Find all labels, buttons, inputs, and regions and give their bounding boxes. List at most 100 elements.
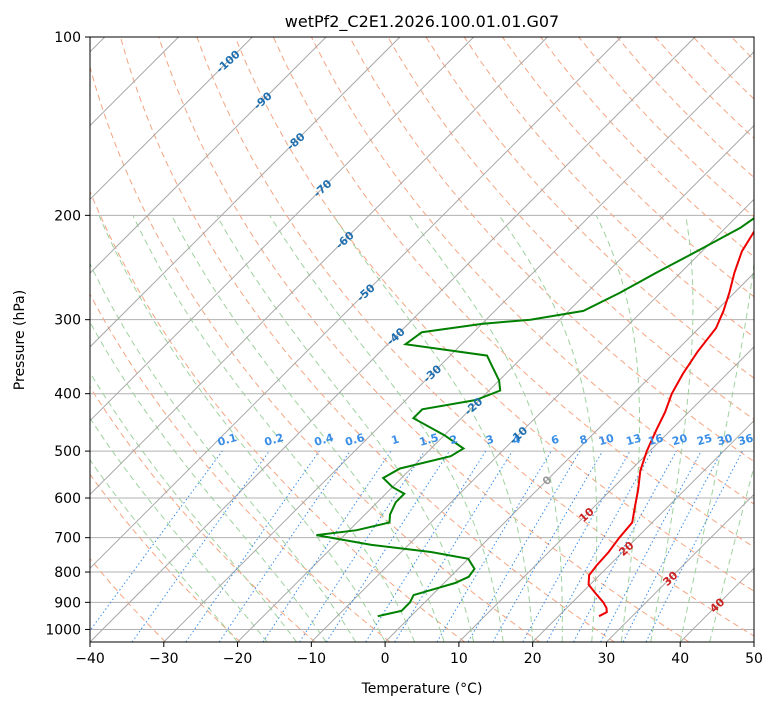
dry-adiabat [272,37,754,548]
mixing-ratio-label: 2 [448,433,459,448]
mixing-ratio-label: 13 [624,432,642,449]
mixing-ratio-label: 1 [390,433,401,448]
x-tick-label: −40 [75,651,105,667]
mixing-ratio-label: 16 [646,431,665,448]
moist-adiabat [408,215,563,642]
mixing-ratio-line [90,450,223,632]
mixing-ratio-label: 20 [671,431,690,448]
x-axis-title: Temperature (°C) [361,681,483,697]
moist-adiabat [332,215,534,642]
moist-adiabat [98,215,386,642]
mixing-ratio-label: 30 [716,431,735,448]
plot-frame [89,36,755,643]
isotherm-line [163,51,754,642]
dry-adiabat [387,37,754,421]
moist-adiabat [216,215,475,642]
moist-adiabat [171,215,445,642]
dry-adiabat [770,37,775,642]
mixing-ratio-line [645,450,743,642]
x-tick-label: −30 [149,651,179,667]
mixing-ratio-line [573,450,677,642]
y-tick-label: 400 [54,387,81,403]
y-tick-label: 300 [54,313,81,329]
isotherm-line [310,198,754,642]
isotherm-line [384,272,754,642]
plot-lines [90,37,775,642]
moist-adiabat [269,215,504,642]
isotherm-line [90,37,253,201]
x-tick-label: 0 [381,651,390,667]
mixing-ratio-line [218,450,351,642]
isotherm-line [458,346,754,642]
isotherm-line [90,37,401,348]
mixing-ratio-label: 0.2 [263,431,285,449]
isotherm-line [753,641,754,642]
y-tick-label: 100 [54,30,81,46]
isotherm-line [606,493,754,642]
moist-adiabat [679,259,754,642]
moist-adiabat [595,215,640,642]
axis-ticks: −40 −30 −20 −10 0 10 20 30 40 5010020030040050060… [45,30,763,667]
mixing-ratio-label: 6 [550,433,561,448]
mixing-ratio-line [299,450,426,642]
y-tick-label: 600 [54,491,81,507]
isotherm-line [90,37,475,422]
y-tick-label: 900 [54,595,81,611]
y-tick-label: 500 [54,444,81,460]
mixing-ratio-line [394,450,513,642]
moist-adiabat [90,371,297,642]
mixing-ratio-label: 10 [597,431,616,448]
isotherm-line [237,124,754,642]
isotherm-line [90,37,548,496]
mixing-ratio-line [185,450,320,642]
mixing-ratio-label: 8 [578,433,589,448]
mixing-ratio-label: 1.5 [418,431,440,449]
x-tick-label: −10 [297,651,327,667]
mixing-ratio-label: 0.1 [216,431,238,449]
dry-adiabat [310,37,754,505]
moist-adiabat [650,215,694,642]
x-tick-label: −20 [223,651,253,667]
dry-adiabat [234,37,754,592]
moist-adiabat [90,459,238,642]
mixing-ratio-label: 25 [695,432,713,449]
dry-adiabat [90,473,241,642]
dry-adiabat [90,386,316,642]
moist-adiabat [90,321,327,642]
dry-adiabat [349,37,754,463]
dry-adiabat [158,37,690,642]
dry-adiabat [425,37,754,379]
dry-adiabat [90,65,540,642]
y-tick-label: 800 [54,565,81,581]
mixing-ratio-label: 0.4 [313,431,336,449]
y-tick-label: 700 [54,531,81,547]
x-tick-label: 10 [450,651,468,667]
plot-labels: 0.1 0.2 0.4 0.6 1 1.5 2 3 4 6 8 10 13 16 20 25 30 36-100-… [214,48,755,616]
mixing-ratio-label: 0.6 [344,431,367,449]
y-tick-label: 1000 [45,622,81,638]
y-axis-title: Pressure (hPa) [12,290,28,390]
x-tick-label: 30 [598,651,616,667]
dewpoint-profile [316,217,754,618]
dry-adiabat [90,190,466,642]
mixing-ratio-line [131,450,270,642]
isotherm-line [532,419,754,642]
plot-area [90,37,754,642]
dry-adiabat [90,293,391,642]
dry-adiabat [463,37,754,338]
isotherm-line [90,37,622,569]
mixing-ratio-line [546,450,653,642]
mixing-ratio-line [262,450,392,642]
y-tick-label: 200 [54,208,81,224]
isotherm-line [90,37,696,642]
temperature-profile [587,229,754,618]
mixing-ratio-label: 36 [736,431,755,448]
x-tick-label: 20 [524,651,542,667]
isotherm-line [90,37,327,274]
x-tick-label: 40 [671,651,689,667]
moist-adiabat [132,215,416,642]
moist-adiabat [90,417,268,642]
mixing-ratio-line [522,450,631,642]
moist-adiabat [90,262,357,642]
x-tick-label: 50 [745,651,763,667]
